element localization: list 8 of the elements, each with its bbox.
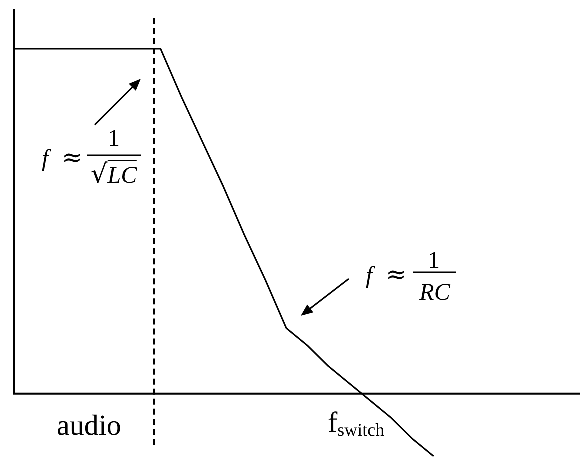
annotation: f$_{switch}$	[328, 406, 385, 440]
annotation: √LC	[90, 158, 138, 190]
annotation: f ≈	[42, 142, 83, 172]
annotation: RC	[420, 280, 450, 306]
annotation: 1	[108, 126, 120, 152]
annotation: 1	[428, 248, 440, 274]
annotation: f ≈	[366, 260, 407, 289]
annotation: audio	[57, 410, 122, 442]
